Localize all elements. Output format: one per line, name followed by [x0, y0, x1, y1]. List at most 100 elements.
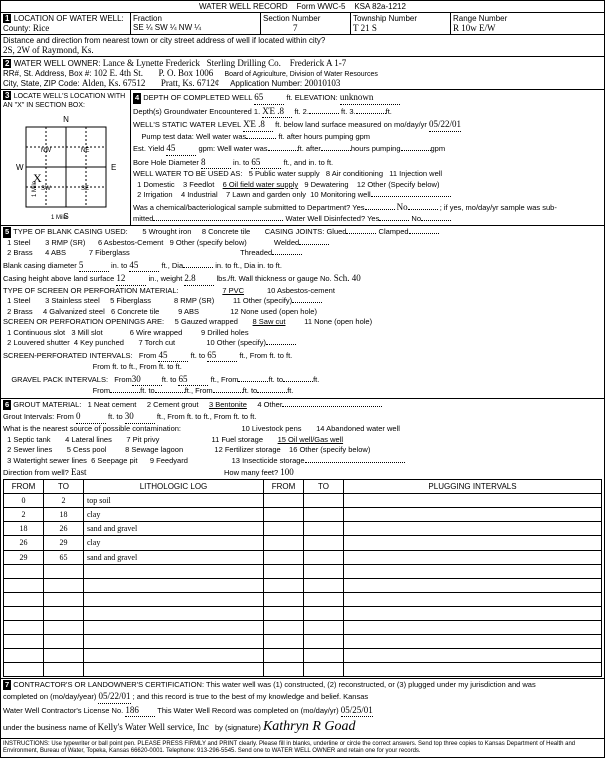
s7: 7 PVC: [222, 286, 244, 295]
dir-label: Direction from well?: [3, 468, 69, 477]
sec5-title: TYPE OF BLANK CASING USED:: [13, 227, 128, 236]
col-from: FROM: [4, 479, 44, 493]
screen-label: TYPE OF SCREEN OR PERFORATION MATERIAL:: [3, 286, 179, 295]
col-log: LITHOLOGIC LOG: [84, 479, 264, 493]
o3: 3 Mill slot: [71, 328, 102, 337]
disinfect: Water Well Disinfected? Yes: [286, 214, 380, 223]
svg-text:NE: NE: [81, 148, 89, 154]
pt1: 65: [207, 349, 237, 363]
cs6: 6 Seepage pit: [91, 456, 137, 465]
col-to2: TO: [304, 479, 344, 493]
svg-text:1 Mile: 1 Mile: [32, 180, 38, 197]
joints2: Clamped: [379, 227, 409, 236]
sec6-title: GROUT MATERIAL:: [13, 400, 81, 409]
sec1-title: LOCATION OF WATER WELL:: [14, 14, 124, 23]
c9: 9 Other (specify below): [170, 238, 247, 247]
s9: 9 ABS: [178, 307, 199, 316]
g4: 4 Other: [257, 400, 282, 409]
business: Kelly's Water Well service, Inc: [98, 722, 209, 732]
pf1: 45: [158, 349, 188, 363]
use-label: WELL WATER TO BE USED AS:: [133, 169, 242, 178]
o8: 8 Saw cut: [253, 317, 286, 326]
bd-ft: ft., Dia: [161, 261, 183, 270]
o5: 5 Gauzed wrapped: [175, 317, 238, 326]
height-label: Casing height above land surface: [3, 274, 114, 283]
owner: Lance & Lynette Frederick: [103, 58, 200, 68]
bd-in: in. to: [111, 261, 127, 270]
h1: 12: [116, 272, 146, 286]
col-from2: FROM: [264, 479, 304, 493]
sec4-title: DEPTH OF COMPLETED WELL: [143, 93, 252, 102]
cs16: 16 Other (specify below): [289, 445, 370, 454]
cs1: 1 Septic tank: [7, 435, 50, 444]
cs2: 2 Sewer lines: [7, 445, 52, 454]
dir: East: [71, 467, 87, 477]
s2: 2 Brass: [7, 307, 32, 316]
h-after: lbs./ft. Wall thickness or gauge No.: [216, 274, 331, 283]
city: Alden, Ks. 67512: [82, 78, 146, 88]
col-to: TO: [44, 479, 84, 493]
use7: 7 Lawn and garden only: [226, 190, 306, 199]
use1: 1 Domestic: [137, 180, 175, 189]
contam-label: What is the nearest source of possible c…: [3, 424, 181, 433]
static-date: 05/22/01: [429, 118, 461, 132]
bore2: 65: [251, 156, 281, 170]
c5: 5 Wrought iron: [142, 227, 191, 236]
welded: Welded: [274, 238, 299, 247]
bore1: 8: [201, 156, 231, 170]
o10: 10 Other (specify): [206, 338, 266, 347]
depth: 65: [254, 91, 284, 105]
s4: 4 Galvanized steel: [43, 307, 105, 316]
c2: 2 Brass: [7, 248, 32, 257]
elev: unknown: [340, 91, 400, 105]
gw1: ΧΈ .8: [262, 105, 292, 119]
bd2: 45: [129, 259, 159, 273]
static: ΧΈ .8: [243, 118, 273, 132]
bore-label: Bore Hole Diameter: [133, 158, 199, 167]
o4: 4 Key punched: [74, 338, 124, 347]
o2: 2 Louvered shutter: [7, 338, 70, 347]
threaded: Threaded: [240, 248, 272, 257]
feet-label: How many feet?: [224, 468, 278, 477]
gi-label: Grout Intervals: From: [3, 412, 74, 421]
cs13: 13 Insecticide storage: [232, 456, 305, 465]
bore-after: ft., and in. to ft.: [284, 158, 334, 167]
table-row: [4, 620, 602, 634]
use3: 3 Feedlot: [183, 180, 214, 189]
distance-label: Distance and direction from nearest town…: [3, 36, 325, 45]
bd1: 5: [79, 259, 109, 273]
bd-after: in. to ft., Dia in. to ft.: [215, 261, 282, 270]
perf2: From ft. to ft., From ft. to ft.: [93, 362, 182, 371]
perf-to: ft. to: [191, 351, 206, 360]
cs7: 7 Pit privy: [126, 435, 159, 444]
range: R 10w E/W: [453, 23, 496, 33]
s1: 1 Steel: [7, 296, 30, 305]
perf-from: From: [139, 351, 157, 360]
table-row: 02top soil: [4, 493, 602, 507]
table-row: [4, 564, 602, 578]
section: 7: [293, 23, 298, 33]
use10: 10 Monitoring well: [310, 190, 370, 199]
svg-text:NW: NW: [41, 148, 51, 154]
mitted: mitted: [133, 214, 153, 223]
static-label: WELL'S STATIC WATER LEVEL: [133, 120, 241, 129]
pobox: P. O. Box 1006: [159, 68, 214, 78]
sec7-text4: Water Well Contractor's License No.: [3, 706, 123, 715]
pump-label: Pump test data: Well water was: [141, 132, 246, 141]
table-row: 2629clay: [4, 536, 602, 550]
s12: 12 None used (open hole): [230, 307, 317, 316]
signature: Kathryn R Goad: [263, 719, 356, 734]
gi2: 30: [125, 410, 155, 424]
svg-text:N: N: [63, 115, 69, 124]
disinfect-no: No: [411, 214, 421, 223]
license: 186: [125, 704, 155, 718]
rr-label: RR#, St. Address, Box #:: [3, 69, 91, 78]
pratt: Pratt, Ks. 6712¢: [161, 78, 220, 88]
sec7-text3: ; and this record is true to the best of…: [133, 692, 369, 701]
g2: 2 Cement grout: [147, 400, 199, 409]
gw-label: Depth(s) Groundwater Encountered 1.: [133, 107, 260, 116]
s6: 6 Concrete tile: [111, 307, 159, 316]
perf-label: SCREEN-PERFORATED INTERVALS:: [3, 351, 133, 360]
s5: 5 Fiberglass: [110, 296, 151, 305]
section-box: N S W E NW NE SW SE X 1 Mile 1 Mile: [3, 112, 128, 224]
